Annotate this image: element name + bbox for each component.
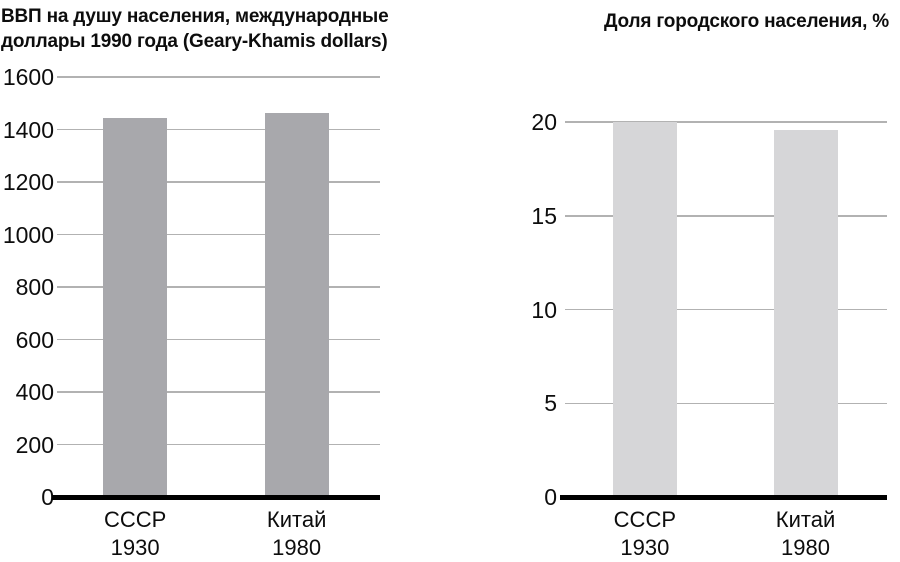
bar-китай-1980 bbox=[264, 113, 329, 497]
bar-китай-1980 bbox=[773, 129, 838, 497]
x-category-label-2: Китай 1980 bbox=[227, 506, 367, 562]
chart-title-line-2: доллары 1990 года (Geary-Khamis dollars) bbox=[1, 31, 388, 52]
y-tick-label-800: 800 bbox=[15, 274, 54, 300]
y-tick-label-1200: 1200 bbox=[2, 169, 54, 195]
chart-title-gdp: ВВП на душу населения, международные дол… bbox=[1, 4, 449, 54]
x-category-label-line: 1930 bbox=[110, 535, 160, 560]
gridline-400 bbox=[57, 391, 380, 393]
x-category-label-line: 1930 bbox=[620, 535, 670, 560]
chart-title-urban: Доля городского населения, % bbox=[603, 11, 889, 32]
x-axis-line bbox=[560, 494, 887, 500]
x-category-label-line: СССР bbox=[103, 507, 167, 532]
gridline-1400 bbox=[57, 128, 380, 131]
gridline-200 bbox=[57, 443, 380, 446]
y-tick-label-1000: 1000 bbox=[2, 221, 54, 248]
gridline-1000 bbox=[57, 233, 380, 236]
gridline-5 bbox=[565, 402, 887, 404]
chart-urban-population-share: Доля городского населения, % 0 5 10 15 20 ССС… bbox=[450, 0, 900, 561]
y-tick-label-200: 200 bbox=[15, 431, 54, 458]
x-category-label-1: СССР 1930 bbox=[65, 506, 205, 562]
x-category-label-2: Китай 1980 bbox=[736, 506, 876, 562]
gridline-15 bbox=[565, 215, 887, 217]
gridline-600 bbox=[57, 338, 380, 341]
chart-title-line-1: ВВП на душу населения, международные bbox=[1, 6, 389, 27]
y-tick-label-0: 0 bbox=[544, 484, 557, 510]
bar-ссср-1930 bbox=[612, 122, 677, 497]
chart-gdp-per-capita: ВВП на душу населения, международные дол… bbox=[0, 0, 450, 561]
y-tick-label-10: 10 bbox=[531, 296, 557, 323]
x-category-label-line: 1980 bbox=[272, 535, 322, 560]
y-tick-label-20: 20 bbox=[531, 109, 557, 135]
x-category-label-line: Китай bbox=[775, 507, 836, 532]
plot-area-urban: 0 5 10 15 20 СССР 1930 Китай 1980 bbox=[531, 109, 887, 560]
y-tick-label-5: 5 bbox=[544, 390, 557, 417]
gridline-20 bbox=[565, 121, 887, 123]
y-tick-label-0: 0 bbox=[41, 484, 54, 510]
x-axis-line bbox=[52, 494, 380, 500]
x-category-label-1: СССР 1930 bbox=[575, 506, 715, 562]
plot-area-gdp: 0 200 400 600 800 1000 1200 1400 1600 СССР 1930 Кит… bbox=[3, 64, 380, 560]
y-tick-label-400: 400 bbox=[15, 379, 54, 405]
gridline-1200 bbox=[57, 181, 380, 183]
gridline-10 bbox=[565, 308, 887, 311]
gridline-1600 bbox=[57, 76, 380, 78]
gridline-800 bbox=[57, 286, 380, 288]
bar-ссср-1930 bbox=[103, 117, 168, 497]
x-category-label-line: СССР bbox=[613, 507, 677, 532]
y-tick-label-15: 15 bbox=[531, 202, 557, 229]
y-tick-label-600: 600 bbox=[15, 326, 54, 353]
x-category-label-line: 1980 bbox=[781, 535, 830, 560]
y-tick-label-1600: 1600 bbox=[2, 64, 54, 90]
x-category-label-line: Китай bbox=[266, 507, 327, 532]
y-tick-label-1400: 1400 bbox=[2, 116, 54, 143]
